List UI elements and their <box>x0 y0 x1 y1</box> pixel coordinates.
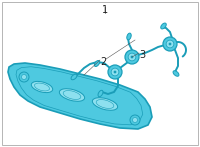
Text: 1: 1 <box>102 5 108 15</box>
Circle shape <box>163 37 177 51</box>
Ellipse shape <box>94 60 100 66</box>
Ellipse shape <box>161 23 166 29</box>
Ellipse shape <box>92 98 118 110</box>
Ellipse shape <box>173 71 179 76</box>
Text: 3: 3 <box>139 50 145 60</box>
Circle shape <box>125 50 139 64</box>
Circle shape <box>22 75 26 80</box>
Text: 2: 2 <box>100 57 106 67</box>
Ellipse shape <box>31 81 53 93</box>
Circle shape <box>130 115 140 125</box>
Circle shape <box>169 43 171 45</box>
Circle shape <box>114 71 116 73</box>
Ellipse shape <box>98 90 103 97</box>
Ellipse shape <box>127 33 131 40</box>
Circle shape <box>131 56 133 58</box>
Circle shape <box>166 40 174 48</box>
Circle shape <box>19 72 29 82</box>
Ellipse shape <box>59 89 85 101</box>
Circle shape <box>108 65 122 79</box>
Ellipse shape <box>71 74 77 80</box>
Circle shape <box>132 117 138 122</box>
Polygon shape <box>8 63 152 129</box>
Circle shape <box>111 68 119 76</box>
Circle shape <box>128 53 136 61</box>
